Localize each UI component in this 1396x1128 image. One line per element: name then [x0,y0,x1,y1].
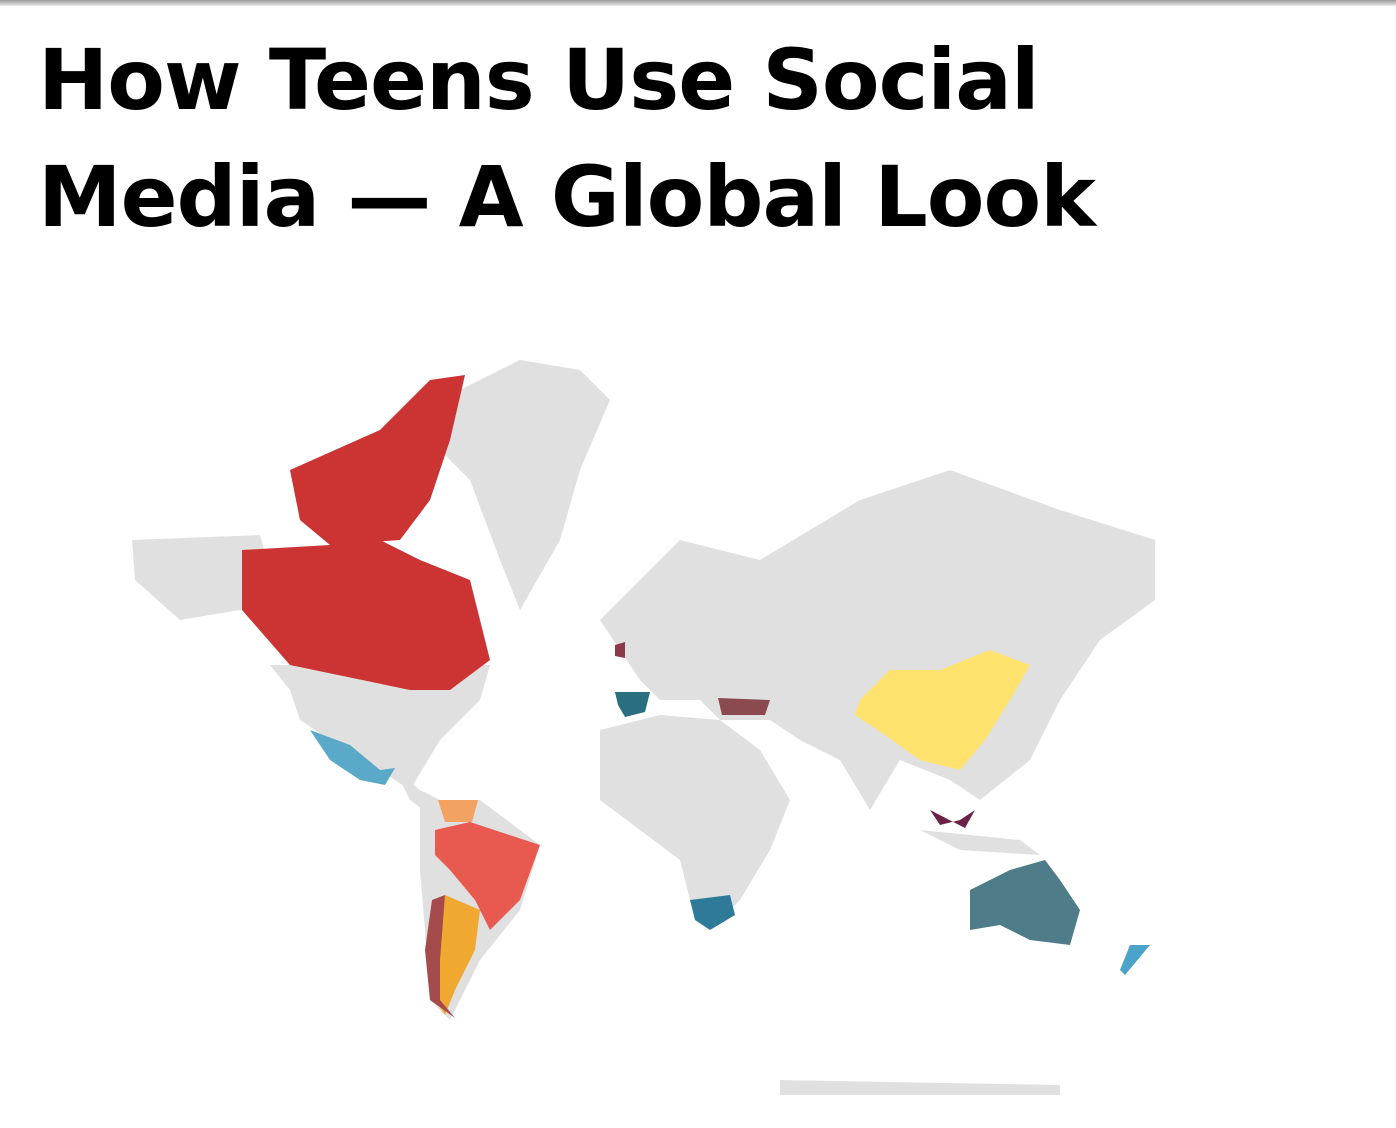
eurasia [600,470,1155,810]
australia [970,860,1080,945]
mexico [310,730,395,785]
canada-islands [290,375,465,545]
top-bar [0,0,1396,6]
highlighted-countries [242,375,1150,1018]
chile [425,895,455,1018]
uk [615,642,625,658]
malaysia [930,810,975,828]
brazil [435,822,540,930]
antarctica [780,1080,1060,1095]
south-africa [690,895,735,930]
venezuela [438,800,478,822]
page-title: How Teens Use Social Media — A Global Lo… [38,31,1096,246]
africa [600,715,790,930]
turkey [718,698,770,715]
spain [615,692,650,717]
canada [242,530,490,690]
usa [270,665,490,790]
land [132,360,1155,1095]
china [855,650,1030,770]
argentina [435,895,480,1015]
indonesia [920,830,1040,855]
greenland [440,360,610,610]
new-zealand [1120,945,1150,975]
